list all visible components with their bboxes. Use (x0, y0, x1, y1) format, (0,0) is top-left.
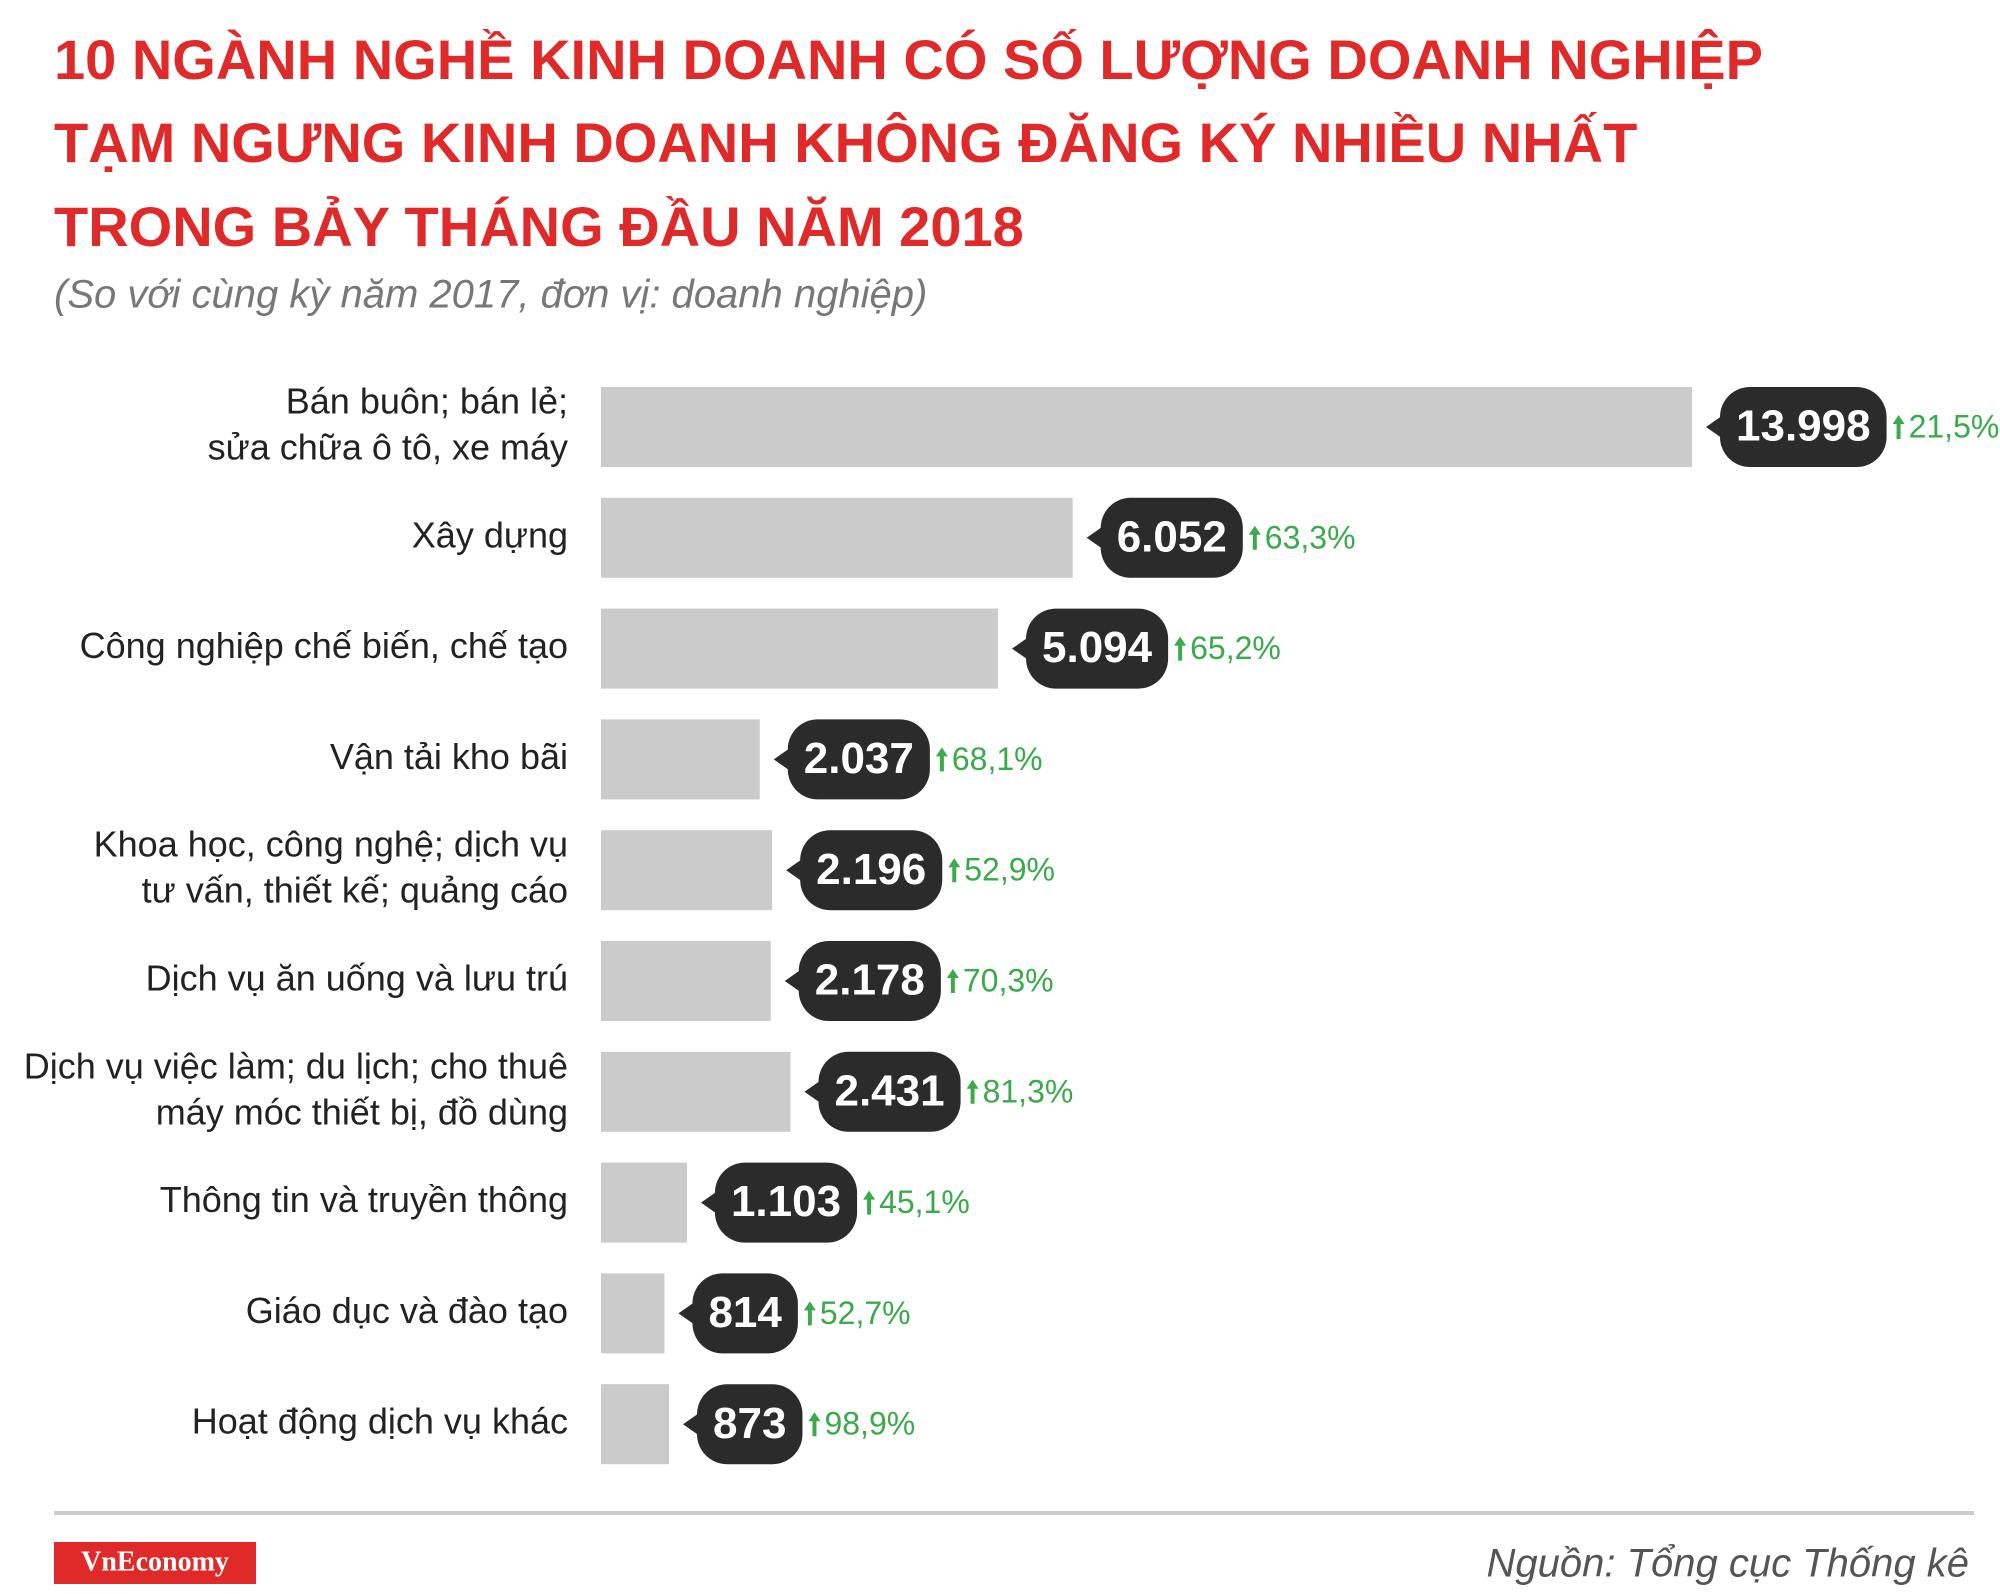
change-arrow (863, 1190, 876, 1215)
change-arrow (803, 1301, 816, 1326)
y-tick-label: tư vấn, thiết kế; quảng cáo (142, 870, 568, 911)
label-bubble (692, 1273, 798, 1354)
y-tick-label: Hoạt động dịch vụ khác (192, 1401, 568, 1442)
bar (601, 1162, 687, 1243)
chart-title: TẠM NGƯNG KINH DOANH KHÔNG ĐĂNG KÝ NHIỀU… (54, 111, 1637, 174)
y-tick-label: Giáo dục và đào tạo (246, 1290, 568, 1331)
change-label: 21,5% (1909, 408, 2000, 444)
label-bubble (1100, 497, 1243, 578)
chart-title: 10 NGÀNH NGHỀ KINH DOANH CÓ SỐ LƯỢNG DOA… (54, 28, 1763, 91)
chart-title: TRONG BẢY THÁNG ĐẦU NĂM 2018 (54, 195, 1024, 258)
value-label: 2.178 (815, 956, 925, 1005)
bar (601, 830, 773, 911)
y-tick-label: máy móc thiết bị, đồ dùng (156, 1091, 568, 1132)
label-bubble (800, 830, 943, 911)
y-tick-label: Vận tải kho bãi (330, 736, 568, 777)
change-arrow (948, 858, 961, 883)
change-arrow (808, 1412, 821, 1437)
y-tick-label: sửa chữa ô tô, xe máy (208, 427, 568, 468)
bar (601, 941, 771, 1021)
change-label: 98,9% (824, 1406, 915, 1442)
bar (601, 1273, 665, 1354)
change-label: 52,9% (964, 852, 1055, 888)
label-bubble (818, 1051, 961, 1132)
value-label: 814 (708, 1288, 782, 1337)
y-tick-label: Bán buôn; bán lẻ; (286, 381, 568, 422)
label-bubble (1720, 387, 1887, 467)
bar (601, 387, 1692, 467)
change-arrow (946, 969, 959, 993)
value-label: 873 (713, 1399, 786, 1448)
label-bubble (714, 1162, 858, 1243)
bar (601, 497, 1073, 578)
change-arrow (966, 1079, 979, 1104)
label-bubble (697, 1384, 803, 1465)
change-label: 70,3% (963, 962, 1054, 998)
change-label: 65,2% (1190, 630, 1281, 666)
label-bubble (1026, 608, 1169, 689)
bar (601, 608, 999, 689)
value-label: 2.037 (804, 734, 914, 783)
y-tick-label: Công nghiệp chế biến, chế tạo (80, 625, 568, 666)
change-arrow (935, 747, 948, 772)
change-label: 52,7% (820, 1295, 911, 1331)
y-tick-label: Dịch vụ ăn uống và lưu trú (146, 958, 568, 999)
bar (601, 719, 760, 800)
y-tick-label: Thông tin và truyền thông (160, 1179, 568, 1220)
value-label: 2.431 (834, 1066, 944, 1115)
change-label: 81,3% (983, 1073, 1074, 1109)
bar (601, 1051, 791, 1132)
logo-box (54, 1542, 256, 1584)
label-bubble (787, 719, 930, 800)
label-bubble (798, 941, 941, 1021)
value-label: 13.998 (1736, 402, 1871, 451)
change-arrow (1892, 415, 1905, 439)
change-arrow (1248, 525, 1261, 550)
y-tick-label: Dịch vụ việc làm; du lịch; cho thuê (24, 1045, 568, 1086)
value-label: 5.094 (1042, 623, 1153, 672)
change-label: 63,3% (1265, 519, 1356, 555)
change-arrow (1174, 636, 1187, 661)
value-label: 6.052 (1117, 512, 1227, 561)
y-tick-label: Xây dựng (412, 514, 568, 555)
change-label: 45,1% (879, 1184, 970, 1220)
chart-subtitle: (So với cùng kỳ năm 2017, đơn vị: doanh … (54, 273, 927, 317)
y-tick-label: Khoa học, công nghệ; dịch vụ (94, 824, 568, 865)
value-label: 2.196 (816, 845, 926, 894)
logo: VnEconomy (81, 1546, 229, 1577)
source: Nguồn: Tổng cục Thống kê (1486, 1542, 1969, 1586)
change-label: 68,1% (952, 741, 1043, 777)
value-label: 1.103 (731, 1177, 841, 1226)
bar (601, 1384, 670, 1465)
